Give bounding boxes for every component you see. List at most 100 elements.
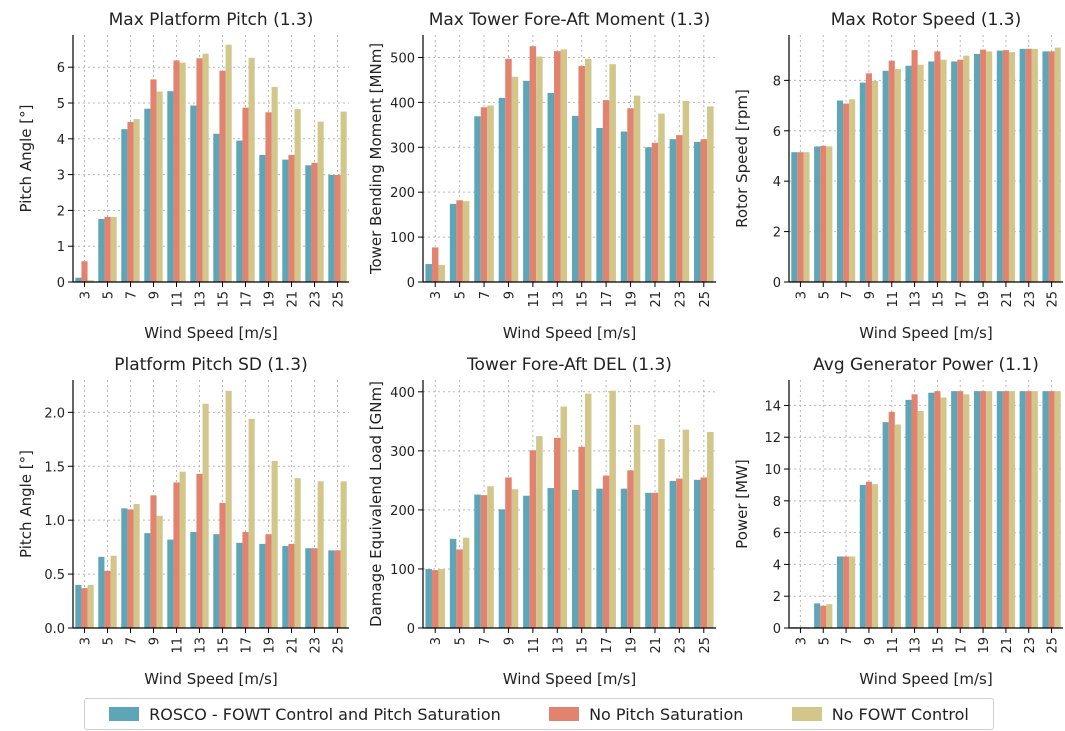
x-tick-label: 15	[931, 291, 946, 308]
x-tick-label: 25	[1046, 291, 1061, 308]
bar-s1-11	[523, 495, 530, 628]
bar-s3-7	[133, 119, 140, 282]
bar-s2-25	[1048, 51, 1055, 282]
bar-s1-23	[305, 548, 312, 628]
x-tick-label: 9	[502, 291, 517, 299]
bar-s2-7	[843, 103, 850, 282]
bar-s2-25	[1048, 391, 1055, 628]
bar-s3-23	[682, 101, 690, 283]
panel-title: Max Tower Fore-Aft Moment (1.3)	[429, 10, 711, 30]
bar-s1-5	[98, 218, 105, 282]
bar-s1-13	[905, 65, 912, 282]
chart-panel-3: 0 2 4 6 8 3 5 7 9 11 13 15 17 19 21 23 25 Max Rotor Speed…	[733, 10, 1063, 342]
bar-s2-17	[957, 59, 964, 283]
bar-s3-3	[803, 152, 810, 282]
bar-s3-23	[682, 429, 690, 628]
bar-s2-15	[934, 391, 941, 628]
bar-s3-17	[609, 64, 616, 282]
bar-s3-3	[438, 568, 445, 628]
y-axis-label: Tower Bending Moment [MNm]	[367, 43, 385, 275]
bar-s2-9	[865, 481, 872, 628]
bar-s1-25	[694, 479, 701, 628]
y-tick-label: 12	[764, 431, 781, 446]
x-tick-label: 11	[886, 291, 901, 308]
bar-s2-23	[311, 162, 318, 282]
y-tick-label: 4	[57, 133, 65, 148]
bar-s3-15	[584, 58, 592, 282]
bar-s1-21	[282, 546, 289, 628]
bar-s3-11	[536, 56, 543, 282]
bar-s1-21	[996, 391, 1003, 628]
x-tick-label: 17	[600, 291, 615, 308]
y-tick-label: 2	[773, 226, 781, 241]
x-tick-label: 5	[454, 291, 469, 299]
bar-s1-19	[620, 131, 628, 282]
bar-s2-7	[480, 495, 488, 628]
bar-s1-17	[951, 61, 958, 282]
x-tick-label: 21	[1000, 291, 1015, 308]
bar-s1-19	[973, 53, 981, 282]
x-tick-label: 7	[125, 637, 140, 645]
bar-s2-17	[242, 532, 249, 628]
legend-item-no-pitch-saturation: No Pitch Saturation	[549, 705, 743, 724]
bar-s2-25	[700, 139, 708, 282]
bar-s1-25	[1042, 51, 1049, 282]
x-tick-label: 5	[817, 637, 832, 645]
y-tick-label: 3	[57, 169, 65, 184]
bar-s2-23	[311, 548, 318, 628]
bar-s2-13	[196, 473, 203, 628]
bar-s3-25	[340, 111, 347, 282]
chart-legend: ROSCO - FOWT Control and Pitch Saturatio…	[84, 698, 994, 730]
bar-s1-5	[449, 538, 457, 628]
bar-s3-19	[271, 460, 278, 628]
x-tick-label: 5	[817, 291, 832, 299]
x-tick-label: 9	[502, 637, 517, 645]
panel-title: Platform Pitch SD (1.3)	[114, 355, 307, 375]
panel-title: Avg Generator Power (1.1)	[813, 355, 1039, 375]
bar-s2-11	[173, 60, 180, 283]
x-tick-label: 3	[79, 637, 94, 645]
bar-s2-11	[529, 450, 537, 628]
bar-s3-11	[536, 436, 543, 628]
x-tick-label: 21	[286, 637, 301, 654]
bar-s2-5	[456, 549, 463, 628]
bar-s1-15	[928, 61, 935, 282]
x-tick-label: 9	[863, 637, 878, 645]
bar-s1-23	[305, 165, 312, 282]
x-tick-label: 7	[840, 291, 855, 299]
y-tick-label: 300	[390, 141, 415, 156]
x-tick-label: 13	[194, 637, 209, 654]
bar-s3-15	[584, 393, 592, 628]
y-tick-label: 0	[773, 622, 781, 637]
bar-s2-19	[980, 49, 987, 283]
y-tick-label: 100	[390, 231, 415, 246]
x-tick-label: 5	[102, 637, 117, 645]
bar-s2-3	[81, 261, 88, 282]
bar-s2-3	[797, 152, 804, 282]
y-tick-label: 8	[773, 495, 781, 510]
bar-s2-5	[820, 145, 827, 282]
bar-s2-19	[627, 470, 634, 628]
bar-s3-21	[1008, 52, 1016, 282]
bar-s3-21	[658, 113, 665, 282]
bar-s2-17	[602, 100, 610, 282]
x-tick-label: 15	[931, 637, 946, 654]
x-tick-label: 19	[625, 637, 640, 654]
bar-s1-13	[905, 399, 912, 628]
x-tick-label: 13	[909, 291, 924, 308]
x-axis-label: Wind Speed [m/s]	[859, 324, 992, 342]
bar-s3-19	[633, 424, 641, 628]
x-tick-label: 23	[1023, 291, 1038, 308]
bar-s1-13	[547, 92, 555, 282]
bar-s1-7	[836, 100, 844, 282]
bar-s3-11	[179, 62, 186, 282]
bar-s2-17	[242, 107, 249, 282]
bar-s1-15	[213, 534, 220, 628]
bar-s1-11	[167, 539, 174, 628]
bar-s2-15	[934, 51, 941, 282]
y-tick-label: 6	[773, 125, 781, 140]
bar-s1-19	[259, 154, 266, 282]
bar-s1-25	[694, 141, 701, 282]
bar-s1-7	[121, 129, 128, 282]
x-tick-label: 3	[429, 291, 444, 299]
